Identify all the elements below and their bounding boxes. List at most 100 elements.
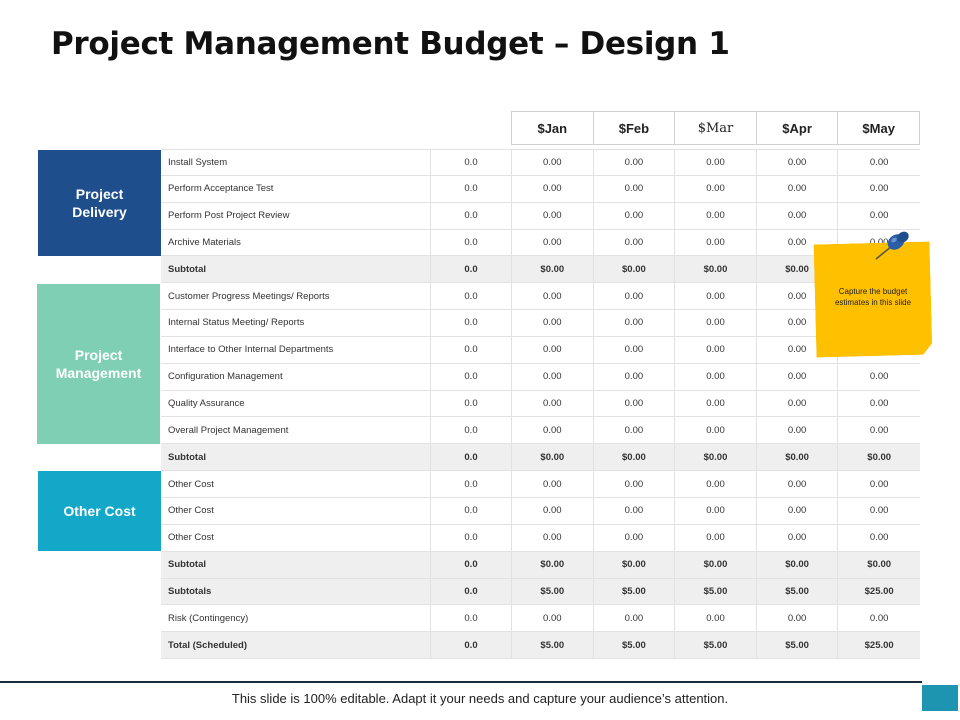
row-total: 0.0 <box>431 605 512 632</box>
month-cell: 0.00 <box>869 156 889 168</box>
month-cell: 0.00 <box>512 283 594 310</box>
month-cell: 0.00 <box>869 236 889 248</box>
footer-accent <box>922 685 958 711</box>
month-cell: 0.00 <box>675 524 757 551</box>
month-cell: 0.00 <box>757 229 839 256</box>
month-cell: 0.00 <box>594 363 676 390</box>
row-label: Customer Progress Meetings/ Reports <box>161 283 431 310</box>
month-cell: 0.00 <box>869 478 889 490</box>
month-cell: 0.00 <box>757 363 839 390</box>
month-cell: 0.00 <box>675 605 757 632</box>
month-cell: $0.00 <box>594 551 676 578</box>
row-label: Quality Assurance <box>161 390 431 417</box>
row-total: 0.0 <box>431 471 512 497</box>
row-label: Perform Post Project Review <box>161 202 431 229</box>
month-cell: $0.00 <box>867 451 892 463</box>
month-cell: $25.00 <box>864 585 894 597</box>
month-cell: 0.00 <box>594 150 676 175</box>
month-cell: 0.00 <box>512 150 594 175</box>
row-label: Other Cost <box>161 497 431 524</box>
row-label: Install System <box>161 150 431 175</box>
row-label: Interface to Other Internal Departments <box>161 336 431 363</box>
month-cell: $0.00 <box>675 444 757 471</box>
month-jan-header: $Jan <box>512 112 594 144</box>
month-cell: $0.00 <box>675 256 757 283</box>
budget-table: Install System 0.0 0.00 0.00 0.00 0.00 0.00 Per… <box>161 149 920 660</box>
month-cell: 0.00 <box>594 471 676 497</box>
slide-title: Project Management Budget – Design 1 <box>51 26 730 62</box>
month-cell: $0.00 <box>512 551 594 578</box>
month-cell: $5.00 <box>512 578 594 605</box>
row-label: Risk (Contingency) <box>161 605 431 632</box>
month-cell: $25.00 <box>864 639 894 651</box>
row-total: 0.0 <box>431 444 512 471</box>
table-row: Archive Materials 0.0 0.00 0.00 0.00 0.00 0.00 <box>161 229 920 257</box>
push-pin-icon <box>875 231 909 260</box>
table-row: Other Cost 0.0 0.00 0.00 0.00 0.00 0.00 <box>161 497 920 525</box>
month-cell: 0.00 <box>675 471 757 497</box>
sticky-note-text: Capture the budget estimates in this sli… <box>834 287 912 307</box>
month-cell: $5.00 <box>675 578 757 605</box>
row-total: 0.0 <box>431 229 512 256</box>
month-cell: 0.00 <box>757 150 839 175</box>
month-cell: 0.00 <box>869 371 889 383</box>
table-row: Customer Progress Meetings/ Reports 0.0 0.… <box>161 283 920 311</box>
month-cell: $0.00 <box>867 559 892 571</box>
month-header: $Jan $Feb $Mar $Apr $May <box>511 111 920 145</box>
month-cell: 0.00 <box>675 283 757 310</box>
month-cell: 0.00 <box>512 471 594 497</box>
month-cell: 0.00 <box>594 497 676 524</box>
table-row: Overall Project Management 0.0 0.00 0.00 0.0… <box>161 417 920 445</box>
row-total: 0.0 <box>431 363 512 390</box>
month-cell: 0.00 <box>757 202 839 229</box>
month-cell: 0.00 <box>675 150 757 175</box>
row-total: 0.0 <box>431 551 512 578</box>
month-cell: 0.00 <box>675 229 757 256</box>
month-cell: 0.00 <box>512 336 594 363</box>
month-cell: 0.00 <box>512 229 594 256</box>
row-label: Internal Status Meeting/ Reports <box>161 310 431 336</box>
month-cell: 0.00 <box>675 310 757 336</box>
month-cell: 0.00 <box>869 183 889 195</box>
month-cell: 0.00 <box>757 471 839 497</box>
row-total: 0.0 <box>431 497 512 524</box>
month-may-header: $May <box>862 120 895 136</box>
row-label: Total (Scheduled) <box>161 632 431 659</box>
month-mar-header: $Mar <box>675 112 757 144</box>
month-cell: 0.00 <box>869 398 889 410</box>
month-cell: $5.00 <box>594 632 676 659</box>
table-row: Install System 0.0 0.00 0.00 0.00 0.00 0.00 <box>161 149 920 176</box>
month-apr-header: $Apr <box>757 112 839 144</box>
row-total: 0.0 <box>431 417 512 444</box>
month-cell: 0.00 <box>594 524 676 551</box>
month-cell: 0.00 <box>594 202 676 229</box>
row-total: 0.0 <box>431 283 512 310</box>
table-row: Quality Assurance 0.0 0.00 0.00 0.00 0.00 0.00 <box>161 390 920 418</box>
category-project-management: Project Management <box>37 284 160 444</box>
row-label: Subtotal <box>161 256 431 283</box>
month-cell: 0.00 <box>512 605 594 632</box>
month-cell: 0.00 <box>675 363 757 390</box>
table-row: Other Cost 0.0 0.00 0.00 0.00 0.00 0.00 <box>161 471 920 498</box>
month-cell: $0.00 <box>594 444 676 471</box>
month-cell: 0.00 <box>594 310 676 336</box>
month-cell: $5.00 <box>757 632 839 659</box>
table-row: Internal Status Meeting/ Reports 0.0 0.00 0… <box>161 310 920 337</box>
row-total: 0.0 <box>431 390 512 417</box>
month-cell: 0.00 <box>757 524 839 551</box>
row-label: Subtotal <box>161 444 431 471</box>
month-feb-header: $Feb <box>594 112 676 144</box>
month-cell: $5.00 <box>757 578 839 605</box>
month-cell: 0.00 <box>512 390 594 417</box>
month-cell: 0.00 <box>512 363 594 390</box>
table-row: Interface to Other Internal Departments 0… <box>161 336 920 364</box>
table-row: Perform Acceptance Test 0.0 0.00 0.00 0.00 0.… <box>161 175 920 203</box>
month-cell: 0.00 <box>757 390 839 417</box>
row-total: 0.0 <box>431 524 512 551</box>
row-total: 0.0 <box>431 202 512 229</box>
row-total: 0.0 <box>431 578 512 605</box>
month-cell: 0.00 <box>675 175 757 202</box>
category-project-delivery: Project Delivery <box>38 150 161 256</box>
row-label: Other Cost <box>161 471 431 497</box>
